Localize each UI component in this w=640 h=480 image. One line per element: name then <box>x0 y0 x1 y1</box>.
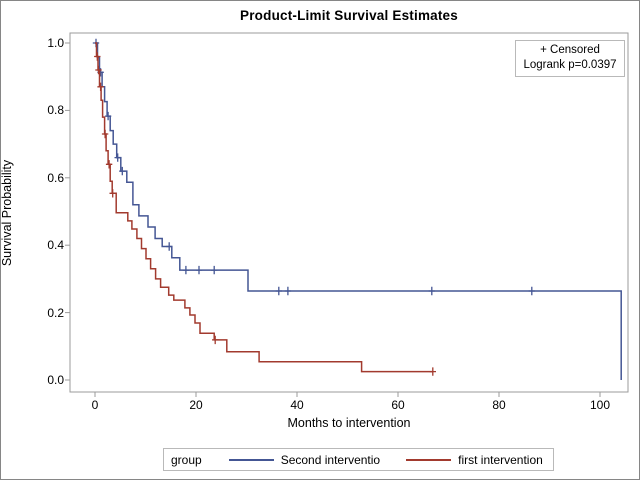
survival-curve-second-intervention <box>95 42 622 380</box>
group-legend: group Second interventio first intervent… <box>163 448 554 471</box>
y-tick-label: 0.0 <box>47 373 64 387</box>
censored-marks-second-intervention <box>92 38 535 296</box>
legend-line-swatch-second-intervention <box>228 458 274 461</box>
y-tick-label: 0.8 <box>47 103 64 118</box>
y-tick-label: 0.2 <box>47 305 64 320</box>
inset-legend-box: + Censored Logrank p=0.0397 <box>515 40 625 77</box>
legend-label-second-intervention: Second interventio <box>280 452 381 467</box>
x-tick-label: 100 <box>589 398 611 412</box>
x-tick-label: 40 <box>290 398 304 412</box>
legend-line-swatch-first-intervention <box>406 458 452 461</box>
plot-wall <box>69 32 629 393</box>
logrank-pvalue: Logrank p=0.0397 <box>523 59 617 71</box>
x-axis-title: Months to intervention <box>287 416 411 430</box>
y-tick-label: 0.6 <box>47 170 64 185</box>
censored-marks-first-intervention <box>94 52 436 376</box>
x-tick-label: 80 <box>492 398 506 412</box>
x-tick-label: 0 <box>91 398 99 412</box>
survival-curve-first-intervention <box>95 42 433 373</box>
y-tick-label: 0.4 <box>47 238 64 253</box>
y-axis-title: Survival Probability <box>0 159 14 267</box>
x-tick-label: 20 <box>189 398 203 412</box>
x-tick-label: 60 <box>391 398 405 412</box>
legend-label-first-intervention: first intervention <box>458 452 543 467</box>
chart-title: Product-Limit Survival Estimates <box>240 8 458 23</box>
censored-marker-label: + Censored <box>540 44 600 56</box>
legend-title: group <box>171 452 202 467</box>
y-tick-label: 1.0 <box>47 36 64 50</box>
